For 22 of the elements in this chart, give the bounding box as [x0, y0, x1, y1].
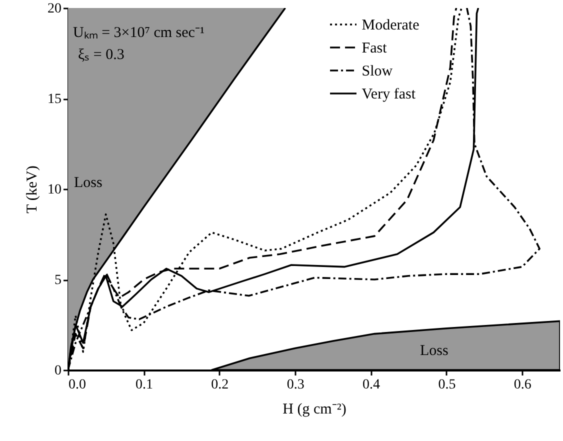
x-tick-label: 0.6: [514, 378, 532, 392]
y-tick-label: 20: [48, 2, 62, 16]
legend-label: Slow: [362, 64, 393, 80]
annotation: ξₛ = 0.3: [78, 47, 124, 63]
x-axis-title: H (g cm⁻²): [282, 402, 346, 418]
y-tick-label: 15: [48, 92, 62, 107]
x-tick-label: 0.2: [211, 378, 229, 392]
annotation: Loss: [420, 343, 448, 359]
legend-label: Fast: [362, 40, 388, 56]
annotation: Loss: [74, 175, 102, 191]
y-tick-label: 0: [54, 364, 62, 378]
x-tick-label: 0.4: [362, 378, 380, 392]
legend-label: Moderate: [362, 18, 420, 34]
y-axis-title: T (keV): [24, 166, 40, 214]
x-tick-label: 0.5: [438, 378, 456, 392]
y-tick-label: 10: [48, 182, 62, 198]
y-tick-label: 5: [54, 273, 62, 288]
legend-label: Very fast: [362, 86, 416, 102]
x-tick-label: 0.0: [68, 378, 86, 392]
x-tick-label: 0.1: [135, 378, 153, 392]
x-tick-label: 0.3: [286, 378, 304, 392]
annotation: Uₖₘ = 3×10⁷ cm sec⁻¹: [73, 25, 204, 41]
